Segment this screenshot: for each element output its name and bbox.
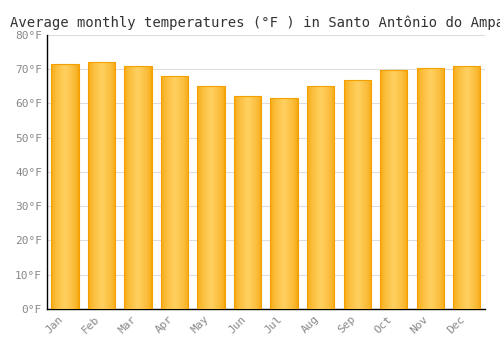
Bar [198, 86, 225, 309]
Title: Average monthly temperatures (°F ) in Santo Antônio do Amparo: Average monthly temperatures (°F ) in Sa… [10, 15, 500, 29]
Bar [270, 98, 298, 309]
Bar [307, 86, 334, 309]
Bar [52, 64, 79, 309]
Bar [88, 62, 116, 309]
Bar [234, 96, 262, 309]
Bar [380, 70, 407, 309]
Bar [344, 80, 371, 309]
Bar [453, 66, 480, 309]
Bar [161, 76, 188, 309]
Bar [416, 68, 444, 309]
Bar [124, 66, 152, 309]
